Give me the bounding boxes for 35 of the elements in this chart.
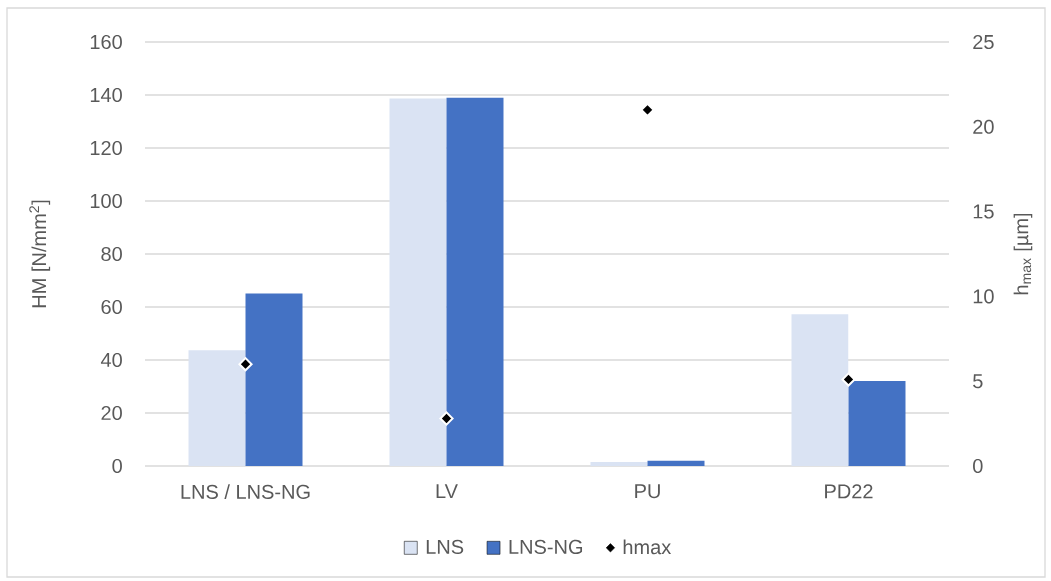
- bar: [245, 293, 303, 466]
- y-tick-label: 0: [112, 458, 122, 474]
- bar: [389, 98, 447, 466]
- y-tick-label: 60: [101, 299, 122, 315]
- y2-tick-label: 10: [973, 289, 994, 304]
- x-tick-label: LNS / LNS-NG: [181, 484, 310, 499]
- y2-tick-label: 25: [973, 34, 994, 50]
- x-tick-label: PU: [635, 484, 660, 499]
- bar: [188, 350, 246, 466]
- y-tick-label: 100: [90, 193, 122, 209]
- x-tick-label: PD22: [825, 484, 873, 499]
- point: [439, 411, 454, 426]
- point: [841, 372, 856, 387]
- point: [238, 357, 253, 372]
- y-tick-label: 40: [100, 352, 122, 368]
- bar: [848, 380, 906, 466]
- y-tick-label: 20: [101, 405, 122, 421]
- bar: [647, 460, 705, 466]
- y-tick-label: 140: [90, 87, 122, 103]
- y-tick-label: 120: [90, 140, 122, 156]
- bar: [590, 462, 648, 466]
- bar: [791, 314, 849, 466]
- y2-tick-label: 5: [973, 374, 983, 389]
- legend-label: hmax: [623, 539, 672, 555]
- legend-label: LNS-NG: [509, 539, 583, 554]
- y2-tick-label: 0: [973, 458, 983, 474]
- x-tick-label: LV: [436, 484, 458, 499]
- bar: [446, 97, 504, 466]
- legend-label: LNS: [426, 539, 464, 554]
- y-tick-label: 80: [101, 246, 122, 262]
- y-axis-title: HM [N/mm$^{2}$]: [29, 200, 51, 308]
- y2-axis-title: h$_{max}$ [µm]: [1013, 213, 1033, 295]
- y-tick-label: 160: [90, 34, 122, 50]
- y2-tick-label: 15: [973, 204, 994, 219]
- y2-tick-label: 20: [973, 119, 994, 134]
